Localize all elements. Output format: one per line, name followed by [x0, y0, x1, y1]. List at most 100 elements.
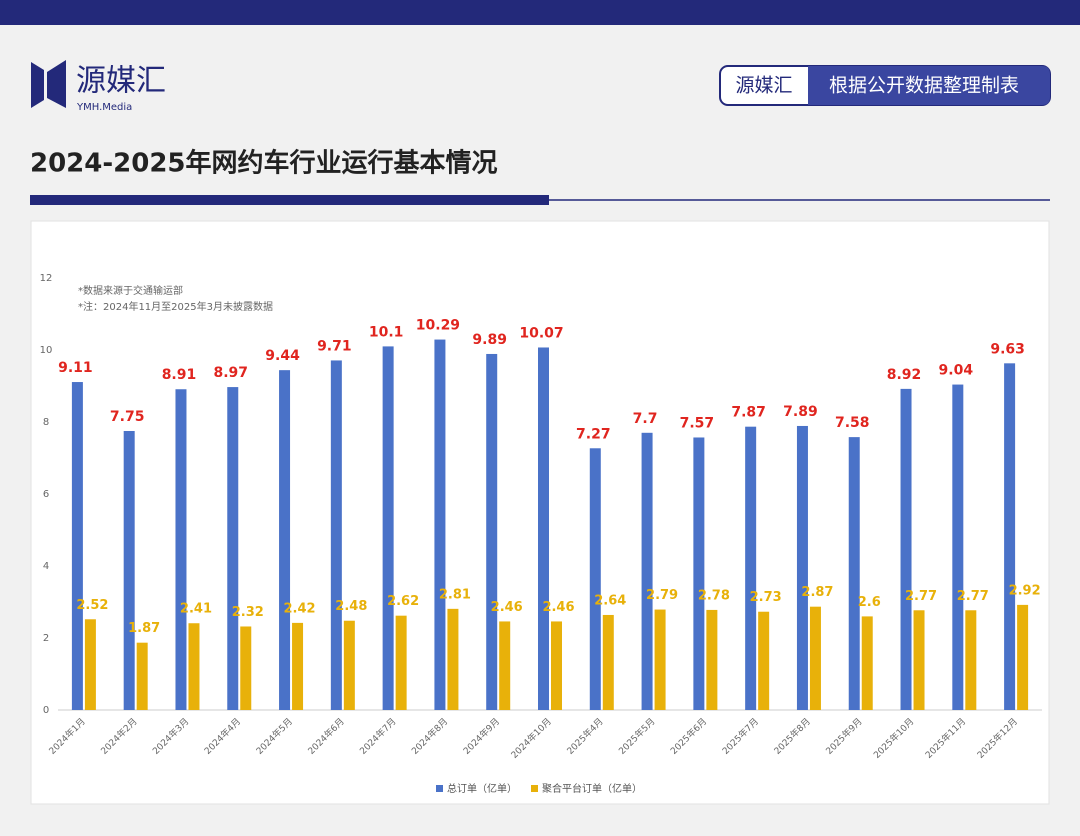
- value-label: 7.58: [835, 415, 870, 431]
- y-tick-label: 10: [40, 345, 53, 356]
- value-label: 7.75: [110, 409, 145, 425]
- bar: [913, 610, 925, 710]
- bar: [848, 437, 860, 710]
- value-label: 2.73: [750, 590, 782, 605]
- bar: [434, 339, 446, 710]
- y-tick-label: 4: [43, 561, 49, 572]
- bar: [809, 606, 821, 710]
- value-label: 7.7: [633, 411, 658, 427]
- bar: [952, 384, 964, 710]
- note: *数据来源于交通输运部: [78, 284, 183, 297]
- y-tick-label: 6: [43, 489, 49, 500]
- value-label: 7.87: [731, 405, 766, 421]
- bar: [343, 620, 355, 710]
- bar: [330, 360, 342, 710]
- value-label: 2.32: [232, 605, 264, 620]
- bar: [136, 642, 148, 710]
- y-tick-label: 12: [40, 273, 53, 284]
- page-title: 2024-2025年网约车行业运行基本情况: [30, 148, 498, 179]
- value-label: 2.62: [387, 594, 419, 609]
- bar: [900, 388, 912, 710]
- value-label: 2.52: [76, 598, 108, 613]
- bar: [292, 622, 304, 710]
- badge-brand: 源媒汇: [735, 75, 792, 97]
- note: *注：2024年11月至2025年3月未披露数据: [78, 300, 273, 313]
- value-label: 7.57: [680, 415, 715, 431]
- bar: [188, 623, 200, 710]
- logo-text: 源媒汇: [76, 64, 166, 99]
- logo-icon: [31, 60, 66, 108]
- legend-label: 聚合平台订单（亿单）: [542, 782, 642, 795]
- value-label: 1.87: [128, 621, 160, 636]
- top-bar: [0, 0, 1080, 25]
- bar: [1017, 604, 1029, 710]
- badge-text: 根据公开数据整理制表: [829, 75, 1019, 97]
- legend-label: 总订单（亿单）: [447, 782, 517, 795]
- bar: [382, 346, 394, 710]
- bar: [589, 448, 601, 710]
- bar: [706, 609, 718, 710]
- bar: [551, 621, 562, 710]
- bar: [240, 626, 252, 710]
- bar: [861, 616, 873, 710]
- value-label: 8.92: [887, 367, 922, 383]
- bar: [486, 353, 498, 710]
- value-label: 10.29: [416, 318, 460, 334]
- bar: [499, 621, 511, 710]
- value-label: 2.6: [858, 595, 881, 610]
- bar: [84, 619, 96, 710]
- bar: [654, 609, 666, 710]
- value-label: 2.81: [439, 587, 471, 602]
- value-label: 2.77: [905, 589, 937, 604]
- bar: [175, 389, 187, 710]
- value-label: 8.97: [213, 365, 248, 381]
- value-label: 7.89: [783, 404, 818, 420]
- bar: [796, 425, 808, 710]
- value-label: 2.46: [491, 600, 523, 615]
- y-tick-label: 0: [43, 705, 49, 716]
- value-label: 2.42: [284, 601, 316, 616]
- value-label: 9.63: [990, 341, 1025, 357]
- value-label: 2.77: [957, 589, 989, 604]
- bar: [641, 432, 653, 710]
- value-label: 2.92: [1009, 583, 1041, 598]
- value-label: 2.64: [594, 593, 626, 608]
- value-label: 2.48: [335, 599, 367, 614]
- value-label: 10.07: [519, 325, 563, 341]
- title-rule: [30, 195, 549, 205]
- value-label: 10.1: [369, 324, 404, 340]
- logo-sub: YMH.Media: [76, 102, 132, 113]
- bar: [538, 347, 549, 710]
- value-label: 9.04: [939, 363, 974, 379]
- bar: [71, 382, 83, 710]
- bar: [745, 426, 757, 710]
- bar: [227, 387, 239, 710]
- bar: [693, 437, 705, 710]
- badge-fill: [808, 66, 1050, 105]
- value-label: 2.79: [646, 588, 678, 603]
- value-label: 8.91: [162, 367, 197, 383]
- value-label: 7.27: [576, 426, 611, 442]
- value-label: 9.89: [472, 332, 507, 348]
- bar: [395, 615, 407, 710]
- value-label: 2.78: [698, 588, 730, 603]
- value-label: 2.87: [801, 585, 833, 600]
- value-label: 9.44: [265, 348, 300, 364]
- bar: [758, 611, 770, 710]
- bar: [965, 610, 977, 710]
- y-tick-label: 2: [43, 633, 49, 644]
- value-label: 2.41: [180, 602, 212, 617]
- value-label: 2.46: [542, 600, 574, 615]
- bar: [447, 608, 459, 710]
- bar: [602, 614, 614, 710]
- legend-swatch: [531, 785, 538, 792]
- y-tick-label: 8: [43, 417, 49, 428]
- bar: [1004, 363, 1016, 710]
- value-label: 9.11: [58, 360, 93, 376]
- legend-swatch: [436, 785, 443, 792]
- value-label: 9.71: [317, 338, 352, 354]
- bar: [123, 431, 135, 710]
- bar: [279, 370, 291, 710]
